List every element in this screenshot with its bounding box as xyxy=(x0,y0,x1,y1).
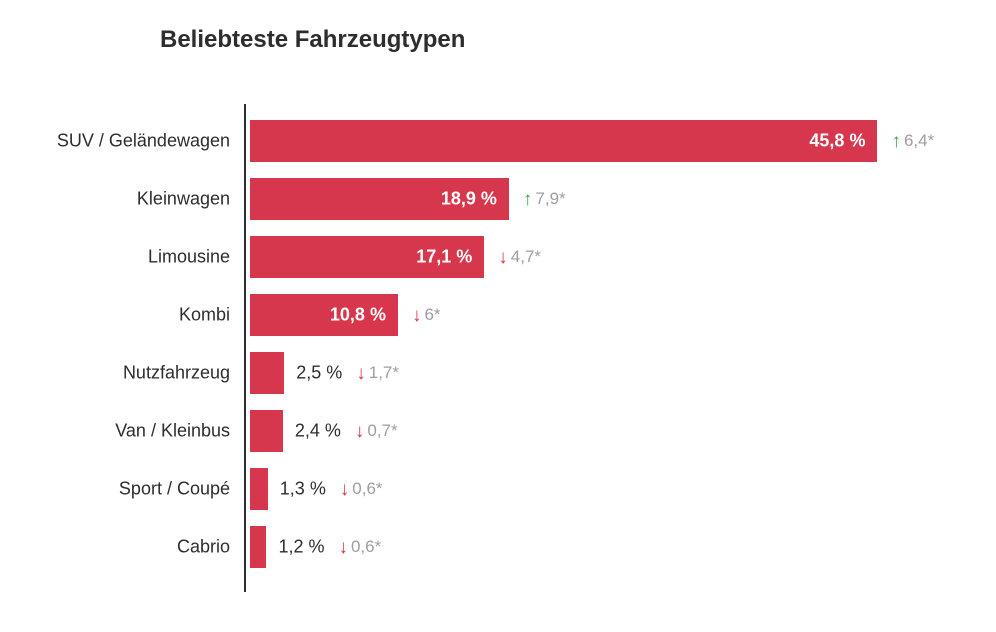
category-label: Kleinwagen xyxy=(137,189,230,210)
delta: ↓1,7* xyxy=(356,363,399,383)
delta: ↓0,6* xyxy=(340,479,383,499)
value-label: 45,8 % xyxy=(809,131,865,152)
delta-value: 7,9* xyxy=(535,189,565,209)
delta-value: 6* xyxy=(424,305,440,325)
delta-value: 0,6* xyxy=(352,479,382,499)
arrow-down-icon: ↓ xyxy=(412,306,422,325)
delta-value: 0,7* xyxy=(367,421,397,441)
arrow-down-icon: ↓ xyxy=(356,364,366,383)
delta: ↓0,6* xyxy=(338,537,381,557)
delta: ↓4,7* xyxy=(498,247,541,267)
delta: ↑7,9* xyxy=(523,189,566,209)
value-label: 2,4 % xyxy=(295,421,341,442)
category-label: Kombi xyxy=(179,305,230,326)
delta: ↑6,4* xyxy=(891,131,934,151)
delta: ↓0,7* xyxy=(355,421,398,441)
category-label: SUV / Geländewagen xyxy=(57,131,230,152)
arrow-up-icon: ↑ xyxy=(891,132,901,151)
category-label: Van / Kleinbus xyxy=(115,421,230,442)
bar: 18,9 % xyxy=(250,178,509,220)
delta-value: 4,7* xyxy=(511,247,541,267)
bar xyxy=(250,352,284,394)
category-label: Cabrio xyxy=(177,537,230,558)
value-label: 17,1 % xyxy=(416,247,472,268)
delta-value: 0,6* xyxy=(351,537,381,557)
bar-row: Cabrio 1,2 % ↓0,6* xyxy=(0,526,996,568)
value-label: 18,9 % xyxy=(441,189,497,210)
bar xyxy=(250,410,283,452)
category-label: Sport / Coupé xyxy=(119,479,230,500)
arrow-down-icon: ↓ xyxy=(355,422,365,441)
category-label: Nutzfahrzeug xyxy=(123,363,230,384)
bar xyxy=(250,526,266,568)
bar-row: Nutzfahrzeug 2,5 % ↓1,7* xyxy=(0,352,996,394)
bar-row: Van / Kleinbus 2,4 % ↓0,7* xyxy=(0,410,996,452)
chart-title: Beliebteste Fahrzeugtypen xyxy=(160,26,465,54)
delta: ↓6* xyxy=(412,305,441,325)
bar-row: Limousine 17,1 % ↓4,7* xyxy=(0,236,996,278)
value-label: 2,5 % xyxy=(296,363,342,384)
bar-row: SUV / Geländewagen 45,8 % ↑6,4* xyxy=(0,120,996,162)
bar-row: Kombi 10,8 % ↓6* xyxy=(0,294,996,336)
arrow-up-icon: ↑ xyxy=(523,190,533,209)
bar: 45,8 % xyxy=(250,120,877,162)
arrow-down-icon: ↓ xyxy=(338,538,348,557)
arrow-down-icon: ↓ xyxy=(340,480,350,499)
category-label: Limousine xyxy=(148,247,230,268)
delta-value: 6,4* xyxy=(904,131,934,151)
bar xyxy=(250,468,268,510)
bar-row: Sport / Coupé 1,3 % ↓0,6* xyxy=(0,468,996,510)
bar-row: Kleinwagen 18,9 % ↑7,9* xyxy=(0,178,996,220)
bar: 17,1 % xyxy=(250,236,484,278)
arrow-down-icon: ↓ xyxy=(498,248,508,267)
delta-value: 1,7* xyxy=(369,363,399,383)
value-label: 10,8 % xyxy=(330,305,386,326)
bar: 10,8 % xyxy=(250,294,398,336)
value-label: 1,3 % xyxy=(280,479,326,500)
value-label: 1,2 % xyxy=(278,537,324,558)
